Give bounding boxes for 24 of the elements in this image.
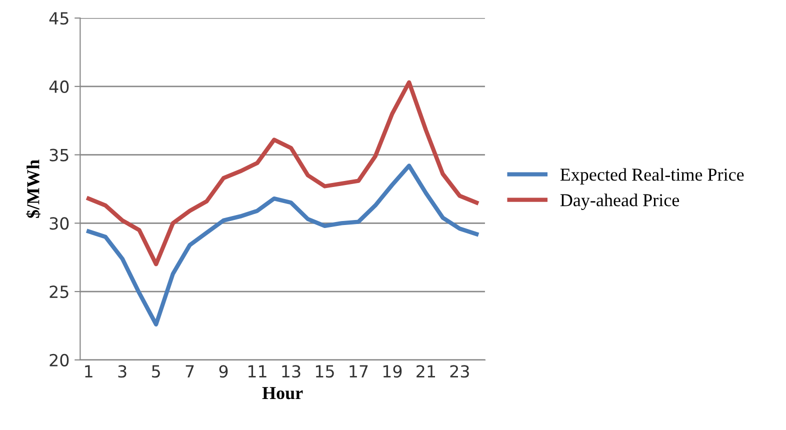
legend-label: Day-ahead Price [560,194,680,210]
x-tick-label: 17 [350,365,368,378]
x-tick-label: 23 [450,365,469,378]
y-tick-label: 25 [50,286,68,298]
legend-label: Expected Real-time Price [560,168,744,184]
y-axis-title: $/MWh [26,160,41,218]
y-tick-label: 35 [50,148,68,162]
x-tick-label: 5 [152,365,160,378]
y-tick-label: 45 [49,12,68,25]
x-tick-label: 1 [85,365,92,378]
x-axis-title: Hour [262,387,303,400]
x-tick-label: 7 [186,365,194,378]
x-tick-label: 11 [248,365,266,378]
x-tick-label: 3 [118,365,126,378]
x-tick-label: 19 [383,365,402,378]
x-tick-label: 21 [416,365,435,378]
line-series [86,80,479,266]
x-tick-label: 13 [282,365,300,378]
x-tick-label: 15 [316,365,334,378]
line-series [86,164,479,326]
y-tick-label: 40 [49,80,69,93]
x-tick-label: 9 [219,365,228,378]
y-tick-label: 20 [50,354,69,366]
y-tick-label: 30 [50,217,69,230]
